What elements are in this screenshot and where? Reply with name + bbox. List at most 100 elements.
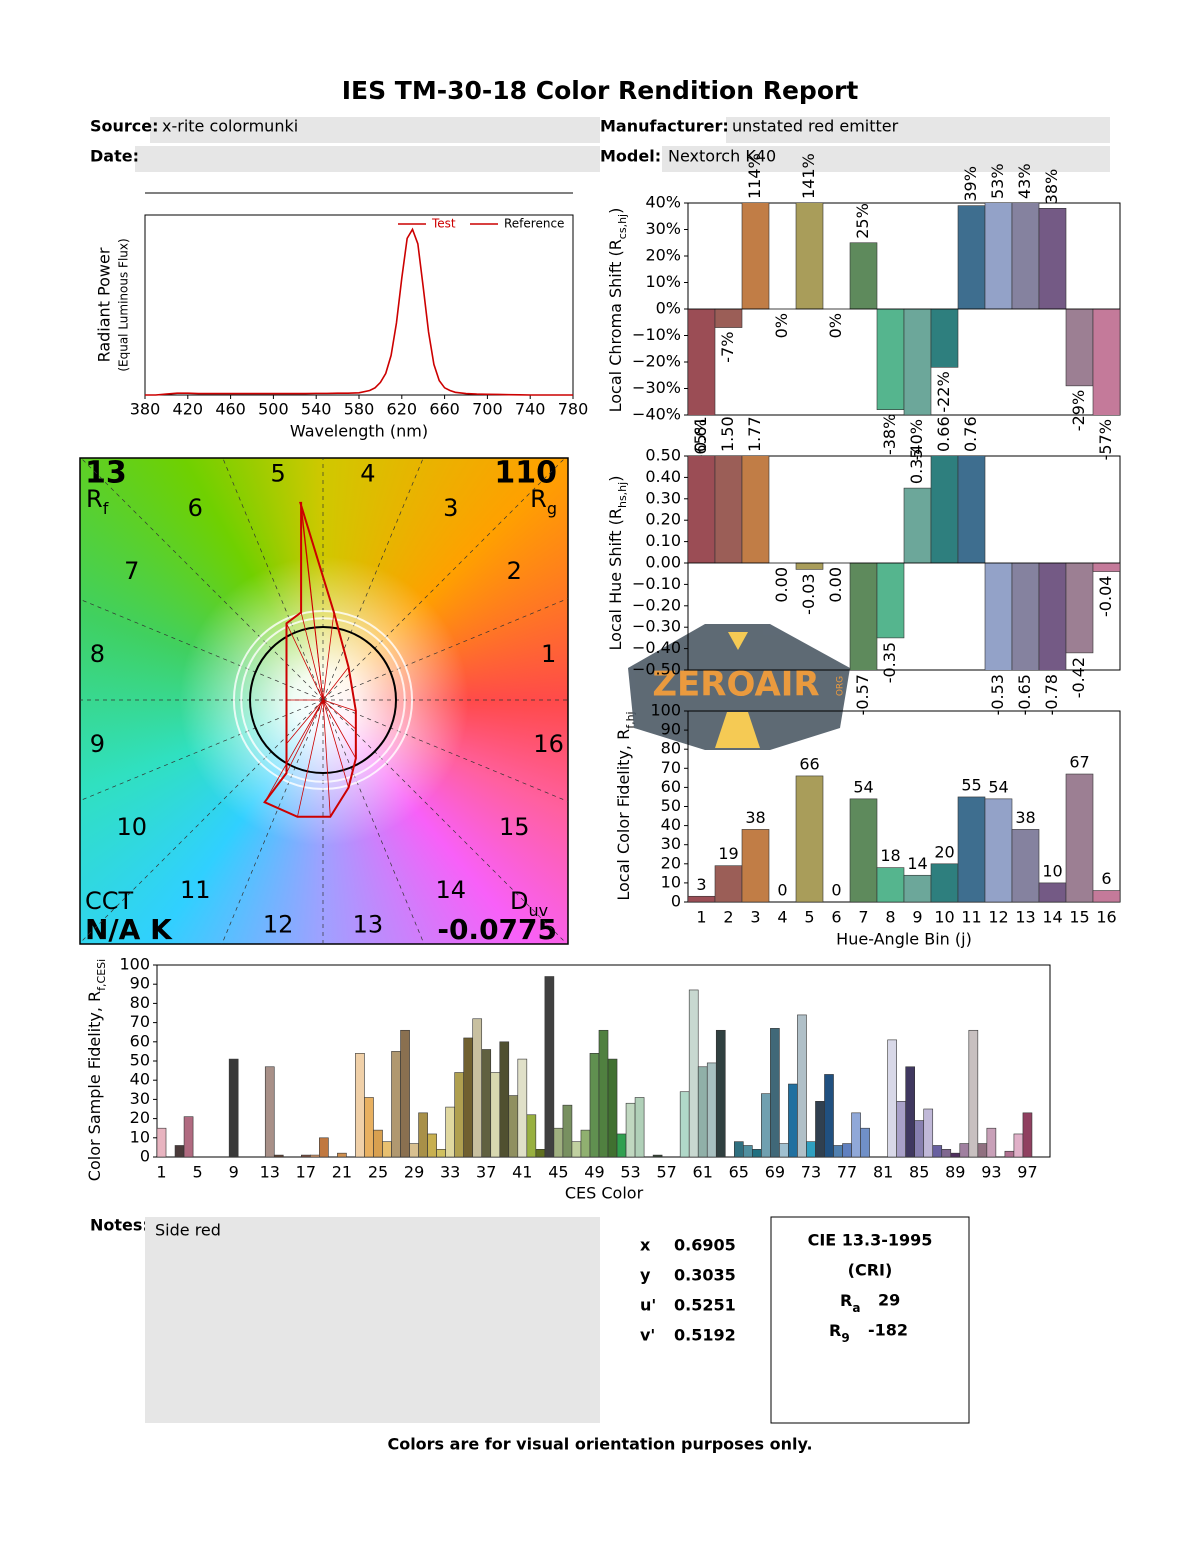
y-tick-label: 70 (130, 1012, 150, 1031)
test-spoke (322, 666, 349, 701)
bin-divider (80, 699, 324, 944)
bar (957, 456, 986, 564)
bin-divider (322, 598, 568, 701)
label-sub: f (103, 499, 109, 518)
bar (463, 1037, 474, 1157)
bin-label: 5 (270, 459, 285, 487)
bar (959, 1143, 970, 1157)
bar (562, 1104, 573, 1157)
reference-circle (249, 626, 397, 774)
label-sub: f,CESi (95, 959, 108, 991)
bar (876, 308, 905, 410)
x-tick-label: 9 (229, 1163, 239, 1182)
watermark-icon (728, 632, 748, 650)
value-label: 1.77 (745, 416, 764, 452)
vector-frame (79, 457, 569, 945)
bar (715, 1029, 726, 1157)
y-tick-label: 80 (130, 993, 150, 1012)
value-label: 20 (934, 842, 954, 861)
coord-value: 0.5192 (674, 1326, 736, 1345)
y-tick-label: 50 (661, 796, 681, 815)
bar (876, 867, 905, 902)
bin-divider (322, 699, 425, 944)
value-label: 0.35 (907, 448, 926, 484)
y-tick-label: 10 (130, 1127, 150, 1146)
bar (984, 562, 1013, 670)
bar (932, 1145, 943, 1157)
x-tick-label: 89 (945, 1163, 965, 1182)
x-tick-label: 1 (156, 1163, 166, 1182)
cct-label: CCT (85, 887, 134, 915)
bar (849, 562, 878, 670)
x-tick-label: 5 (192, 1163, 202, 1182)
value-label: 0.66 (934, 416, 953, 452)
bars (688, 456, 1120, 670)
value-label: 66 (799, 754, 819, 773)
y-tick-label: 20 (661, 853, 681, 872)
bar (923, 1108, 934, 1157)
bin-divider (80, 699, 324, 802)
y-tick-label: 0.50 (645, 446, 681, 465)
x-tick-label: 81 (873, 1163, 893, 1182)
field-box (662, 146, 1110, 172)
bar (752, 1149, 762, 1157)
coord-value: 0.5251 (674, 1296, 736, 1315)
field-value: Nextorch K40 (668, 147, 776, 166)
x-tick-label: 65 (729, 1163, 749, 1182)
value-label: 55 (961, 775, 981, 794)
bin-label: 12 (263, 911, 294, 939)
label-part: Color Sample Fidelity, R (85, 991, 104, 1181)
x-tick-label: 85 (909, 1163, 929, 1182)
y-tick-label: 100 (650, 701, 681, 720)
x-tick-label: 15 (1069, 908, 1089, 927)
value-label: -0.78 (1042, 674, 1061, 715)
test-spoke (297, 699, 324, 817)
bar (930, 308, 959, 368)
y-tick-label: −0.50 (632, 660, 681, 679)
value-label: 0 (777, 881, 787, 900)
y-tick-label: 80 (661, 739, 681, 758)
ra-label: Ra (840, 1291, 860, 1315)
value-label: 1.50 (718, 416, 737, 452)
bar (589, 1053, 600, 1157)
y-tick-label: 30% (645, 219, 681, 238)
bar (930, 863, 959, 902)
x-tick-label: 41 (512, 1163, 532, 1182)
bar (688, 308, 716, 415)
x-tick-label: 620 (387, 400, 418, 419)
y-tick-label: −0.30 (632, 617, 681, 636)
y-tick-label: 0 (671, 892, 681, 911)
y-tick-label: 20% (645, 246, 681, 265)
y-tick-label: 10 (661, 872, 681, 891)
y-axis-label: Local Hue Shift (Rhs,hj) (606, 476, 629, 651)
x-tick-label: 2 (723, 908, 733, 927)
x-tick-label: 9 (912, 908, 922, 927)
bar (481, 1049, 492, 1157)
x-axis-label: Hue-Angle Bin (j) (836, 930, 972, 949)
field-value: unstated red emitter (732, 117, 899, 136)
bar (1065, 308, 1094, 387)
y-tick-label: 90 (661, 720, 681, 739)
notes-label: Notes: (90, 1216, 149, 1235)
x-tick-label: 13 (260, 1163, 280, 1182)
coord-label: v' (640, 1326, 655, 1345)
x-tick-label: 93 (981, 1163, 1001, 1182)
bar (1065, 773, 1094, 902)
y-tick-label: −0.10 (632, 574, 681, 593)
label-sub: g (547, 499, 557, 518)
bar (1011, 829, 1040, 902)
y-tick-label: 20 (130, 1108, 150, 1127)
test-spoke (322, 699, 357, 759)
bars (157, 976, 1033, 1157)
x-tick-label: 540 (301, 400, 332, 419)
x-tick-label: 45 (548, 1163, 568, 1182)
bar (436, 1149, 446, 1157)
x-tick-label: 21 (332, 1163, 352, 1182)
bin-label: 16 (533, 730, 564, 758)
bin-label: 6 (188, 494, 203, 522)
field-value: x-rite colormunki (162, 117, 298, 136)
bars (688, 773, 1120, 902)
y-tick-label: 40 (130, 1070, 150, 1089)
bar (697, 1066, 708, 1157)
value-label: 6 (1101, 869, 1111, 888)
